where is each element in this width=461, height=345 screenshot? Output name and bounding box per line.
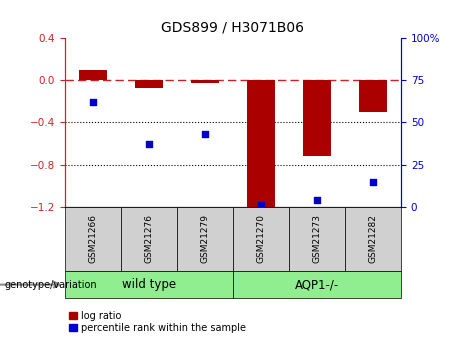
Title: GDS899 / H3071B06: GDS899 / H3071B06 (161, 20, 304, 34)
Bar (65, 271, 233, 298)
Bar (121, 207, 177, 271)
Text: AQP1-/-: AQP1-/- (295, 278, 339, 291)
Text: GSM21279: GSM21279 (200, 214, 209, 264)
Bar (359, 80, 387, 112)
Bar (78, 70, 106, 80)
Bar (233, 271, 401, 298)
Bar (289, 207, 345, 271)
Text: GSM21282: GSM21282 (368, 215, 378, 263)
Legend: log ratio, percentile rank within the sample: log ratio, percentile rank within the sa… (70, 311, 246, 333)
Bar (65, 207, 121, 271)
Text: GSM21270: GSM21270 (256, 214, 266, 264)
Bar (191, 80, 219, 83)
Point (257, 203, 265, 208)
Point (145, 142, 152, 147)
Text: GSM21276: GSM21276 (144, 214, 153, 264)
Point (369, 179, 377, 184)
Bar (135, 80, 163, 88)
Bar (345, 207, 401, 271)
Bar (247, 80, 275, 207)
Bar (303, 80, 331, 156)
Point (201, 131, 208, 137)
Point (313, 197, 321, 203)
Point (89, 99, 96, 105)
Bar (177, 207, 233, 271)
Text: GSM21273: GSM21273 (313, 214, 321, 264)
Text: wild type: wild type (122, 278, 176, 291)
Text: GSM21266: GSM21266 (88, 214, 97, 264)
Text: genotype/variation: genotype/variation (5, 280, 97, 289)
Bar (233, 207, 289, 271)
